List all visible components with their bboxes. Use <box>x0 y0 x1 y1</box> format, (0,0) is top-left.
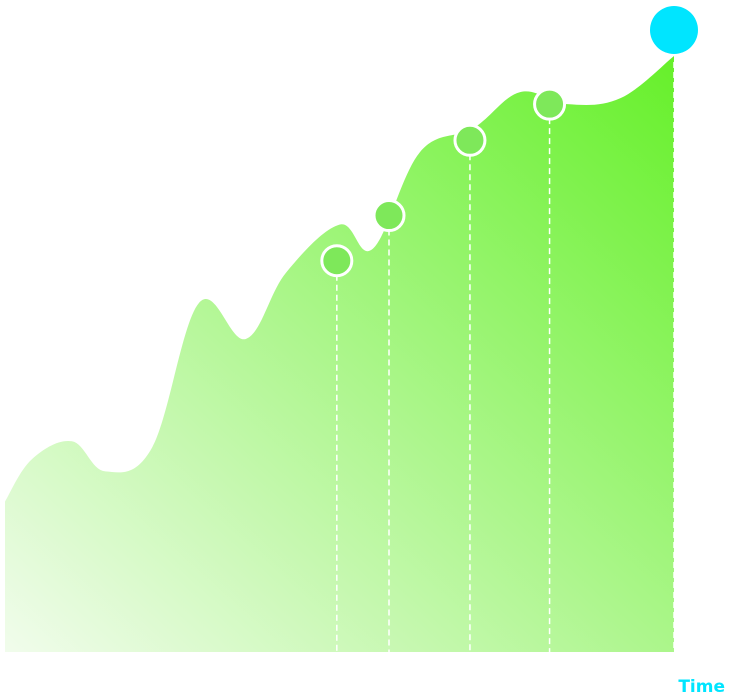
highlight-point[interactable] <box>650 6 698 54</box>
data-markers <box>320 87 567 278</box>
data-point-3[interactable] <box>453 123 487 157</box>
x-axis-label: Time <box>678 677 725 697</box>
area-series <box>5 56 674 652</box>
data-point-2[interactable] <box>372 199 406 233</box>
data-point-4[interactable] <box>533 87 567 121</box>
guide-lines <box>336 62 675 652</box>
data-point-1[interactable] <box>320 244 354 278</box>
